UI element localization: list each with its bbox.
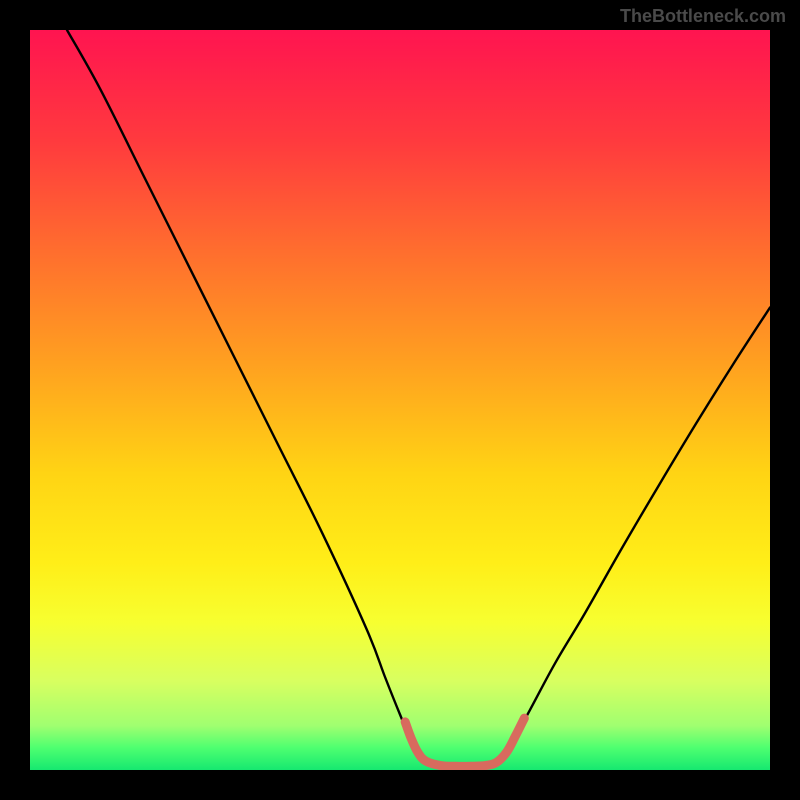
plot-svg bbox=[30, 30, 770, 770]
plot-area bbox=[30, 30, 770, 770]
chart-container: TheBottleneck.com bbox=[0, 0, 800, 800]
gradient-background bbox=[30, 30, 770, 770]
watermark-text: TheBottleneck.com bbox=[620, 6, 786, 27]
